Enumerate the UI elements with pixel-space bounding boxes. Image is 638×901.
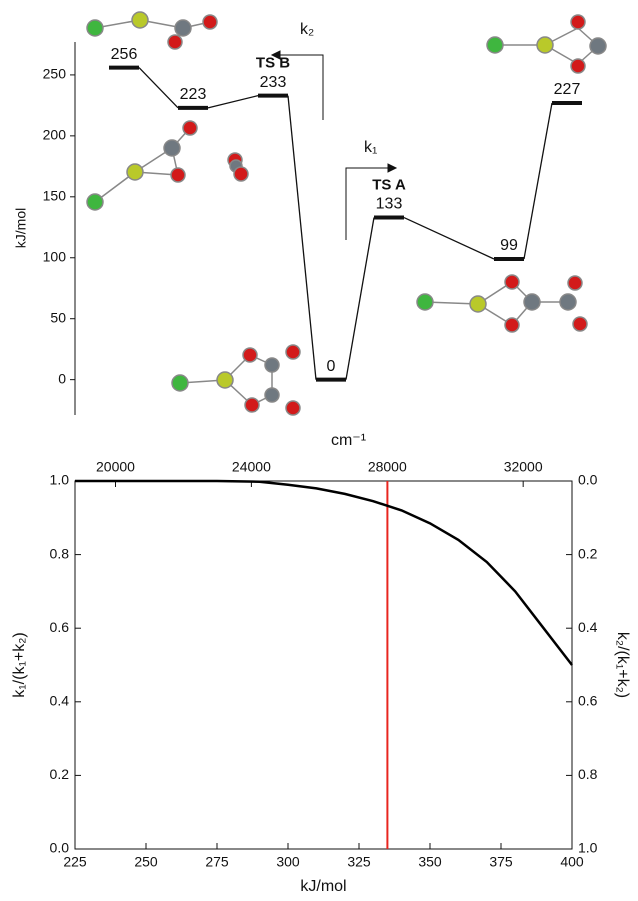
connector <box>207 95 259 109</box>
y2-tick-label: 0.6 <box>578 693 598 709</box>
connector <box>138 67 179 109</box>
rate-label: k₁ <box>364 139 377 156</box>
value-label: 256 <box>111 46 138 63</box>
y-axis-label: k₁/(k₁+k₂) <box>11 632 28 697</box>
y-tick-label: 0 <box>58 370 66 386</box>
x2-tick-label: 28000 <box>368 459 407 475</box>
x-tick-label: 325 <box>347 854 371 870</box>
x-tick-label: 250 <box>134 854 158 870</box>
x-axis-label: kJ/mol <box>300 878 346 895</box>
value-label: 0 <box>327 358 336 375</box>
y-tick-label: 1.0 <box>50 472 70 488</box>
x2-tick-label: 24000 <box>232 459 271 475</box>
value-label: 233 <box>260 74 287 91</box>
x2-tick-label: 32000 <box>504 459 543 475</box>
x-tick-label: 275 <box>205 854 229 870</box>
state-label: TS A <box>372 176 406 193</box>
y-axis-label: kJ/mol <box>13 208 29 248</box>
molecules <box>86 11 607 416</box>
y2-tick-label: 0.0 <box>578 472 598 488</box>
y-tick-label: 0.2 <box>50 766 70 782</box>
rate-label: k₂ <box>300 21 314 38</box>
y-tick-label: 0.4 <box>50 693 70 709</box>
x-tick-label: 375 <box>489 854 513 870</box>
x-tick-label: 300 <box>276 854 300 870</box>
x-tick-label: 350 <box>418 854 442 870</box>
y-tick-label: 0.8 <box>50 545 70 561</box>
y2-tick-label: 0.4 <box>578 619 598 635</box>
value-label: 99 <box>500 237 518 254</box>
x2-axis-label: cm⁻¹ <box>331 432 366 449</box>
y-tick-label: 250 <box>43 66 67 82</box>
curve <box>75 479 573 666</box>
state-label: TS B <box>256 55 290 72</box>
rate-arrows <box>270 50 398 240</box>
x2-tick-label: 20000 <box>96 459 135 475</box>
y-tick-label: 100 <box>43 248 67 264</box>
connector <box>345 217 375 380</box>
connector <box>523 102 553 260</box>
y-tick-label: 50 <box>50 309 66 325</box>
plot-frame <box>74 480 573 850</box>
value-label: 223 <box>180 86 207 103</box>
y-tick-label: 0.6 <box>50 619 70 635</box>
y-tick-label: 0.0 <box>50 840 70 856</box>
x-tick-label: 225 <box>63 854 87 870</box>
y-tick-label: 150 <box>43 188 67 204</box>
value-label: 133 <box>376 196 403 213</box>
y2-axis-label: k₂/(k₁+k₂) <box>614 632 631 698</box>
y2-tick-label: 0.2 <box>578 545 598 561</box>
x-tick-label: 400 <box>560 854 584 870</box>
y2-tick-label: 0.8 <box>578 766 598 782</box>
connector <box>287 95 317 380</box>
y-tick-label: 200 <box>43 127 67 143</box>
connector <box>403 216 495 260</box>
y2-tick-label: 1.0 <box>578 840 598 856</box>
value-label: 227 <box>554 81 581 98</box>
